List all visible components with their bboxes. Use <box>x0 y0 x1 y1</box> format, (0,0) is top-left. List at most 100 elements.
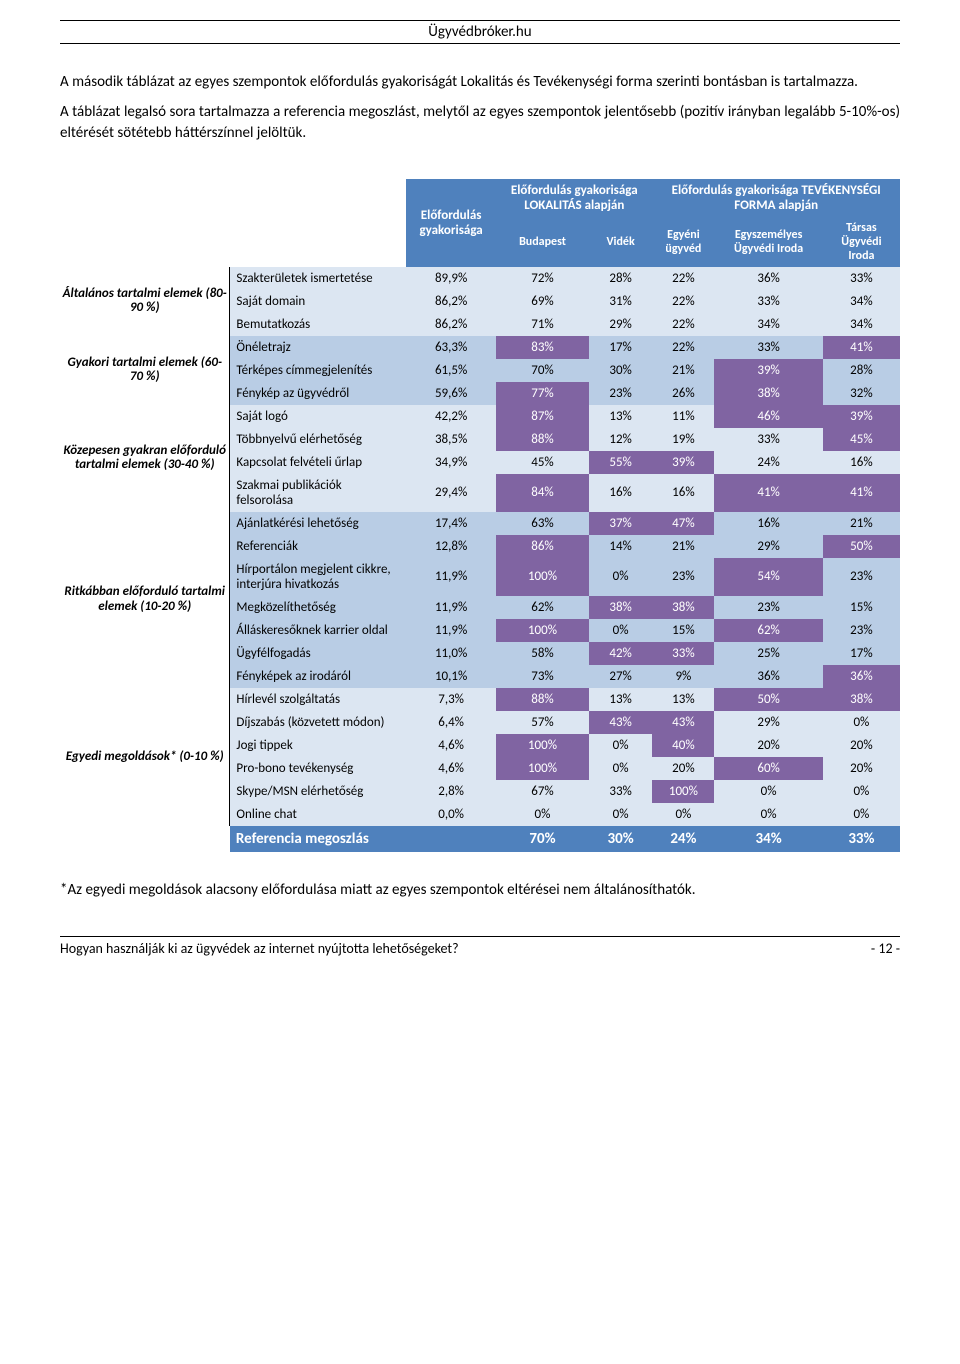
data-cell: 86% <box>496 535 589 558</box>
data-cell: 38,5% <box>406 428 496 451</box>
data-cell: 62% <box>714 619 822 642</box>
data-cell: 38% <box>714 382 822 405</box>
data-cell: 100% <box>652 780 714 803</box>
data-cell: 21% <box>823 512 900 535</box>
data-cell: 16% <box>823 451 900 474</box>
row-label: Önéletrajz <box>230 336 406 359</box>
table-row: Ritkábban előforduló tartalmi elemek (10… <box>60 512 900 535</box>
data-cell: 50% <box>714 688 822 711</box>
site-name: Ügyvédbróker.hu <box>428 23 531 41</box>
data-cell: 23% <box>589 382 653 405</box>
group-label: Közepesen gyakran előforduló tartalmi el… <box>60 405 230 512</box>
intro-p2: A táblázat legalsó sora tartalmazza a re… <box>60 102 900 143</box>
table-body: Általános tartalmi elemek (80-90 %)Szakt… <box>60 267 900 852</box>
data-cell: 41% <box>823 474 900 512</box>
data-cell: 26% <box>652 382 714 405</box>
row-label: Hírportálon megjelent cikkre, interjúra … <box>230 558 406 596</box>
footer-right: - 12 - <box>871 940 900 957</box>
data-cell: 34% <box>823 313 900 336</box>
table-row: Egyedi megoldások* (0-10 %)Hírlevél szol… <box>60 688 900 711</box>
table-row: Közepesen gyakran előforduló tartalmi el… <box>60 405 900 428</box>
data-cell: 72% <box>496 267 589 290</box>
data-cell: 0% <box>823 780 900 803</box>
row-label: Online chat <box>230 803 406 826</box>
data-cell: 22% <box>652 336 714 359</box>
data-cell: 42% <box>589 642 653 665</box>
data-cell: 36% <box>714 665 822 688</box>
data-cell: 17% <box>589 336 653 359</box>
data-cell: 58% <box>496 642 589 665</box>
data-cell: 60% <box>714 757 822 780</box>
data-cell: 40% <box>652 734 714 757</box>
data-cell: 21% <box>652 535 714 558</box>
data-cell: 70% <box>496 359 589 382</box>
col-loc: Előfordulás gyakorisága LOKALITÁS alapjá… <box>496 179 652 217</box>
data-cell: 20% <box>714 734 822 757</box>
col-tarsas: Társas Ügyvédi Iroda <box>823 217 900 267</box>
data-cell: 30% <box>589 359 653 382</box>
ref-cell: 34% <box>714 826 822 852</box>
data-cell: 36% <box>714 267 822 290</box>
data-cell: 33% <box>714 336 822 359</box>
data-cell: 29% <box>714 711 822 734</box>
data-cell: 36% <box>823 665 900 688</box>
data-cell: 0% <box>496 803 589 826</box>
data-cell: 28% <box>823 359 900 382</box>
data-cell: 88% <box>496 688 589 711</box>
data-cell: 83% <box>496 336 589 359</box>
data-cell: 46% <box>714 405 822 428</box>
page-header: Ügyvédbróker.hu <box>60 20 900 44</box>
group-label: Általános tartalmi elemek (80-90 %) <box>60 267 230 336</box>
intro-p1: A második táblázat az egyes szempontok e… <box>60 72 900 92</box>
col-act: Előfordulás gyakorisága TEVÉKENYSÉGI FOR… <box>652 179 900 217</box>
data-cell: 9% <box>652 665 714 688</box>
data-cell: 43% <box>589 711 653 734</box>
data-cell: 11,9% <box>406 619 496 642</box>
data-cell: 41% <box>714 474 822 512</box>
data-cell: 67% <box>496 780 589 803</box>
data-cell: 17% <box>823 642 900 665</box>
data-cell: 19% <box>652 428 714 451</box>
row-label: Szakmai publikációk felsorolása <box>230 474 406 512</box>
row-label: Saját domain <box>230 290 406 313</box>
data-cell: 0% <box>714 803 822 826</box>
data-cell: 69% <box>496 290 589 313</box>
reference-row: Referencia megoszlás70%30%24%34%33% <box>60 826 900 852</box>
data-cell: 33% <box>714 428 822 451</box>
data-cell: 0% <box>589 757 653 780</box>
data-cell: 88% <box>496 428 589 451</box>
row-label: Hírlevél szolgáltatás <box>230 688 406 711</box>
data-cell: 0% <box>589 558 653 596</box>
data-cell: 45% <box>496 451 589 474</box>
data-cell: 4,6% <box>406 757 496 780</box>
group-label: Gyakori tartalmi elemek (60-70 %) <box>60 336 230 405</box>
data-cell: 33% <box>652 642 714 665</box>
data-cell: 59,6% <box>406 382 496 405</box>
data-cell: 0% <box>589 619 653 642</box>
data-cell: 86,2% <box>406 313 496 336</box>
data-cell: 20% <box>652 757 714 780</box>
data-cell: 17,4% <box>406 512 496 535</box>
row-label: Saját logó <box>230 405 406 428</box>
data-cell: 6,4% <box>406 711 496 734</box>
data-cell: 71% <box>496 313 589 336</box>
footer-left: Hogyan használják ki az ügyvédek az inte… <box>60 940 459 957</box>
data-cell: 16% <box>714 512 822 535</box>
data-cell: 100% <box>496 619 589 642</box>
data-cell: 34% <box>823 290 900 313</box>
data-cell: 63,3% <box>406 336 496 359</box>
row-label: Kapcsolat felvételi űrlap <box>230 451 406 474</box>
col-egyeni: Egyéni ügyvéd <box>652 217 714 267</box>
row-label: Megközelíthetőség <box>230 596 406 619</box>
data-cell: 0% <box>714 780 822 803</box>
data-cell: 0% <box>589 734 653 757</box>
data-cell: 0% <box>823 803 900 826</box>
data-cell: 37% <box>589 512 653 535</box>
data-cell: 33% <box>589 780 653 803</box>
data-cell: 21% <box>652 359 714 382</box>
data-cell: 0% <box>589 803 653 826</box>
ref-cell: 30% <box>589 826 653 852</box>
data-cell: 38% <box>652 596 714 619</box>
ref-cell: 33% <box>823 826 900 852</box>
data-cell: 14% <box>589 535 653 558</box>
